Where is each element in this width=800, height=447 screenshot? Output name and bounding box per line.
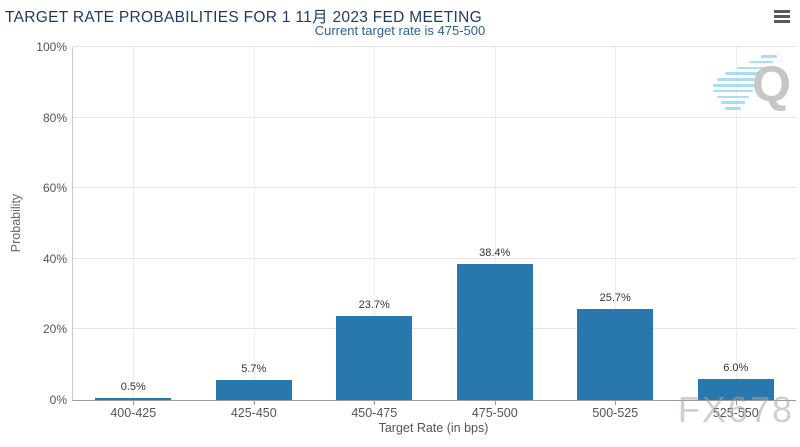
x-axis-tick	[735, 401, 737, 405]
logo-stripe	[737, 66, 769, 70]
logo-stripe	[717, 95, 749, 99]
chart-title: TARGET RATE PROBABILITIES FOR 1 11月 2023…	[5, 9, 482, 26]
gridline-vertical	[494, 47, 496, 400]
gridline-horizontal	[73, 328, 796, 330]
x-axis-label: 500-525	[592, 406, 639, 420]
chart-subtitle: Current target rate is 475-500	[314, 23, 486, 38]
logo-stripe	[713, 84, 757, 87]
gridline-horizontal	[73, 257, 796, 259]
probability-bar	[336, 316, 413, 400]
logo-q-letter: Q	[752, 56, 791, 112]
y-axis-title: Probability	[9, 193, 23, 253]
gridline-vertical	[735, 47, 737, 400]
probability-bar	[577, 309, 654, 400]
quikstrike-logo: Q	[690, 55, 795, 125]
y-axis-tick-label: 80%	[42, 110, 67, 125]
logo-stripe	[749, 60, 773, 64]
y-axis-tick-label: 100%	[36, 40, 67, 54]
bar-value-label: 6.0%	[723, 361, 749, 374]
fx678-watermark: FX678	[677, 389, 794, 430]
logo-stripe	[721, 101, 745, 104]
x-axis-label: 425-450	[230, 406, 277, 420]
gridline-horizontal	[73, 116, 796, 118]
hamburger-bar	[774, 14, 790, 18]
bar-value-label: 23.7%	[358, 299, 390, 312]
x-axis-tick	[374, 401, 376, 405]
x-axis-title: Target Rate (in bps)	[378, 421, 489, 435]
x-axis-label: 475-500	[471, 406, 518, 420]
logo-stripe	[713, 89, 753, 93]
bar-value-label: 5.7%	[241, 362, 267, 375]
probability-bar	[95, 398, 172, 400]
gridline-horizontal	[73, 46, 796, 47]
y-axis-tick-label: 40%	[42, 251, 67, 266]
x-axis-tick	[133, 401, 135, 405]
bar-value-label: 38.4%	[479, 247, 511, 260]
probability-bar	[215, 379, 292, 400]
x-axis-tick	[494, 401, 496, 405]
logo-stripe	[761, 55, 777, 58]
y-axis-tick-label: 0%	[49, 393, 67, 407]
gridline-vertical	[615, 47, 617, 400]
x-axis-tick	[615, 401, 617, 405]
gridline-vertical	[374, 47, 376, 400]
logo-stripe	[717, 78, 761, 81]
gridline-vertical	[253, 47, 255, 400]
probability-bar	[456, 264, 533, 400]
gridline-vertical	[133, 47, 135, 400]
probability-bar	[697, 378, 774, 400]
y-axis-tick-label: 60%	[42, 181, 67, 196]
bar-value-label: 0.5%	[120, 381, 146, 394]
x-axis-label: 450-475	[351, 406, 398, 420]
hamburger-menu-icon[interactable]	[774, 10, 790, 23]
x-axis-tick	[253, 401, 255, 405]
x-axis-label: 525-550	[712, 406, 759, 420]
plot-area: 0% 20% 40% 60% 80% 100% 0.5% 400-425 5.7% 425-450…	[36, 40, 796, 420]
y-axis-tick-label: 20%	[42, 322, 67, 337]
logo-stripe	[725, 72, 765, 75]
gridline-horizontal	[73, 187, 796, 189]
hamburger-bar	[774, 19, 790, 23]
hamburger-bar	[774, 10, 790, 13]
x-axis-label: 400-425	[110, 406, 157, 420]
logo-stripe	[725, 107, 741, 110]
bar-value-label: 25.7%	[599, 292, 631, 305]
